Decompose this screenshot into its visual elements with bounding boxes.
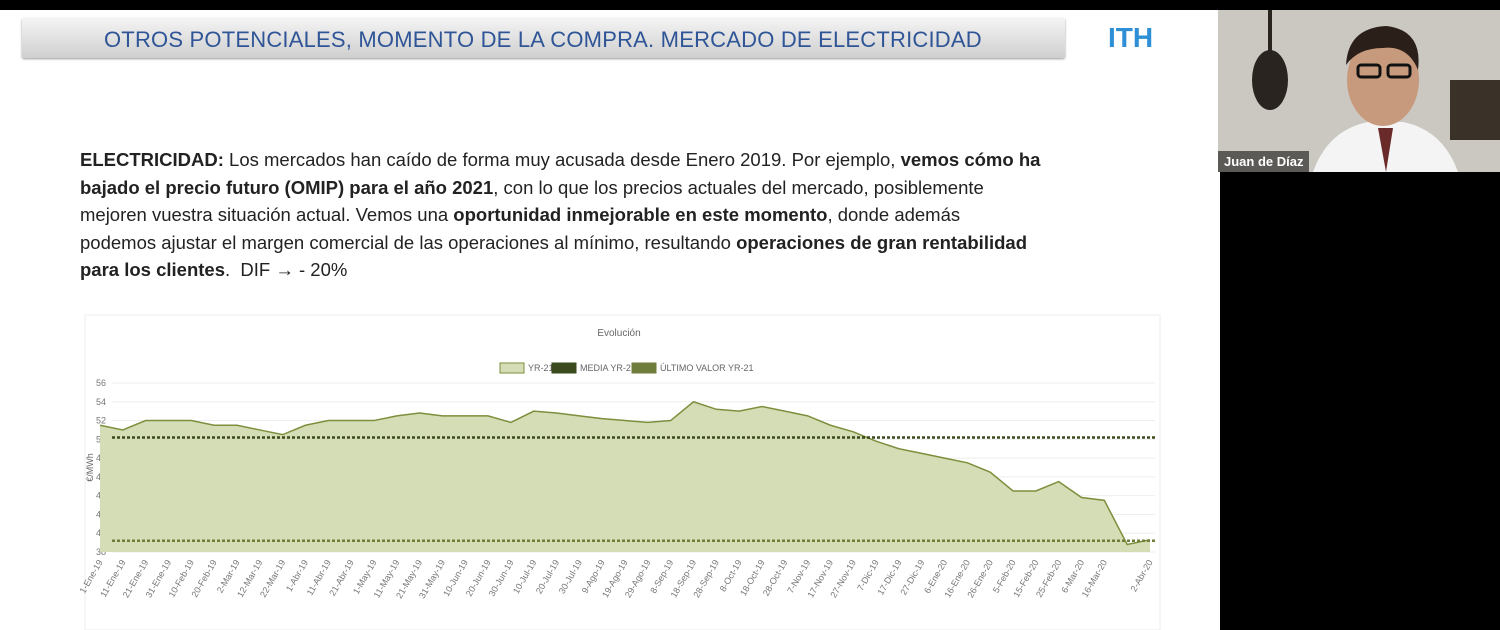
text-line: para los clientes. DIF → - 20%: [80, 256, 1040, 284]
legend-swatch: [499, 362, 525, 374]
slide: OTROS POTENCIALES, MOMENTO DE LA COMPRA.…: [0, 10, 1220, 630]
paragraph: ELECTRICIDAD: Los mercados han caído de …: [80, 146, 1040, 284]
text-line: ELECTRICIDAD: Los mercados han caído de …: [80, 146, 1040, 174]
bold-text: oportunidad inmejorable en este momento: [453, 204, 828, 225]
chart-title: Evolución: [597, 328, 640, 339]
webcam-image: [1218, 10, 1500, 172]
text: , con lo que los precios actuales del me…: [493, 176, 984, 198]
text-line: bajado el precio futuro (OMIP) para el a…: [80, 174, 1040, 202]
bold-text: ELECTRICIDAD:: [80, 149, 224, 170]
bold-text: para los clientes: [80, 259, 225, 280]
webcam: Juan de Díaz: [1218, 10, 1500, 172]
bold-text: bajado el precio futuro (OMIP) para el a…: [80, 176, 494, 198]
text-line: podemos ajustar el margen comercial de l…: [80, 229, 1040, 257]
logo: ITH: [1108, 22, 1154, 53]
legend-label: MEDIA YR-21: [580, 363, 636, 373]
bold-text: operaciones de gran rentabilidad: [736, 231, 1027, 253]
participant-name: Juan de Díaz: [1218, 151, 1310, 172]
bold-text: vemos cómo ha: [900, 149, 1041, 170]
y-tick-label: 54: [96, 397, 106, 407]
y-tick-label: 52: [96, 416, 106, 426]
slide-title: OTROS POTENCIALES, MOMENTO DE LA COMPRA.…: [104, 27, 982, 52]
text: Los mercados han caído de forma muy acus…: [223, 149, 901, 170]
title-banner: OTROS POTENCIALES, MOMENTO DE LA COMPRA.…: [22, 18, 1065, 58]
legend-swatch: [551, 362, 577, 374]
text: mejoren vuestra situación actual. Vemos …: [80, 204, 454, 225]
chart: Evolución €/MWh YR-21 MEDIA YR-21 ÚLTIMO VAL…: [78, 314, 1161, 630]
y-axis-label: €/MWh: [85, 453, 95, 482]
text: . DIF → - 20%: [224, 259, 348, 280]
line: [99, 400, 1151, 546]
text: podemos ajustar el margen comercial de l…: [80, 231, 737, 253]
legend-label: ÚLTIMO VALOR YR-21: [660, 363, 754, 373]
legend-swatch: [631, 362, 657, 374]
legend-label: YR-21: [528, 363, 554, 373]
y-tick-label: 56: [96, 378, 106, 388]
text-line: mejoren vuestra situación actual. Vemos …: [80, 201, 1040, 229]
text: , donde además: [827, 204, 961, 225]
area: [100, 401, 1150, 552]
